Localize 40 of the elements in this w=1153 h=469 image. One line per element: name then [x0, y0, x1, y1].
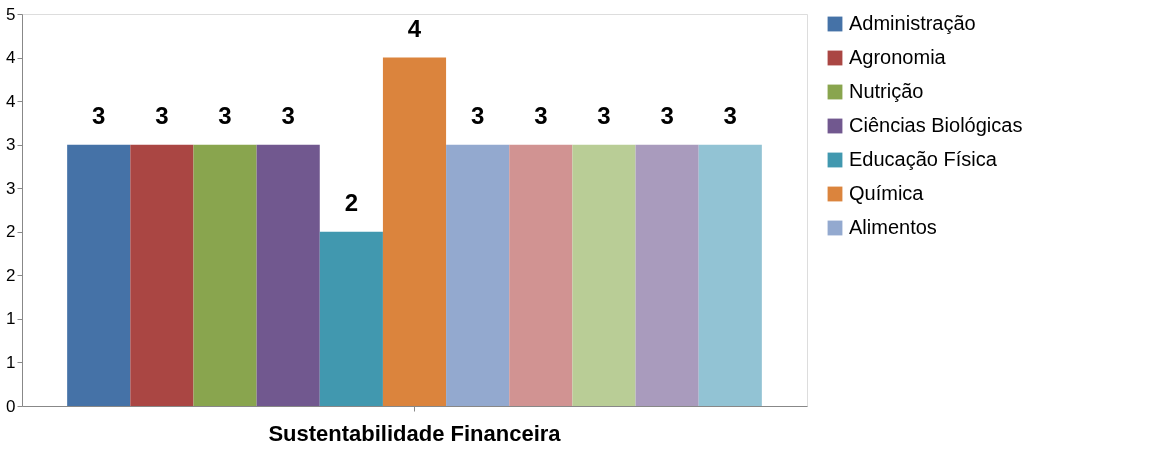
legend-label: Agronomia	[849, 46, 947, 68]
data-label: 3	[92, 101, 106, 129]
y-tick-label: 4	[6, 48, 16, 68]
bar	[446, 144, 510, 406]
data-label: 2	[344, 188, 359, 216]
data-label: 3	[155, 101, 169, 129]
y-tick-label: 1	[6, 352, 16, 372]
y-tick-label: 5	[6, 4, 16, 24]
bar	[193, 144, 257, 406]
bar	[572, 144, 636, 406]
legend-label: Nutrição	[849, 80, 924, 102]
y-tick-label: 1	[6, 309, 16, 329]
legend-label: Alimentos	[849, 216, 937, 238]
y-tick-label: 3	[6, 178, 16, 198]
y-tick-label: 2	[6, 222, 16, 242]
y-tick-label: 4	[6, 91, 16, 111]
data-label: 3	[281, 101, 295, 129]
bar	[635, 144, 699, 406]
bar	[382, 57, 447, 406]
bar	[67, 144, 131, 406]
y-tick-label: 3	[6, 135, 16, 155]
y-tick-label: 2	[6, 265, 16, 285]
bar	[509, 144, 573, 406]
data-label: 3	[597, 101, 611, 129]
data-label: 3	[723, 101, 737, 129]
legend-label: Educação Física	[849, 148, 998, 170]
legend-label: Administração	[849, 12, 976, 34]
bar	[130, 144, 194, 406]
x-tick-label: Sustentabilidade Financeira	[268, 420, 562, 446]
bar	[698, 144, 762, 406]
y-tick-label: 0	[6, 396, 16, 416]
legend-label: Ciências Biológicas	[849, 114, 1023, 136]
legend-label: Química	[849, 182, 925, 204]
data-label: 3	[218, 101, 232, 129]
data-label: 3	[534, 101, 548, 129]
bar	[256, 144, 320, 406]
bar	[319, 231, 383, 406]
data-label: 4	[407, 14, 422, 42]
data-label: 3	[470, 101, 485, 129]
data-label: 3	[660, 101, 674, 129]
